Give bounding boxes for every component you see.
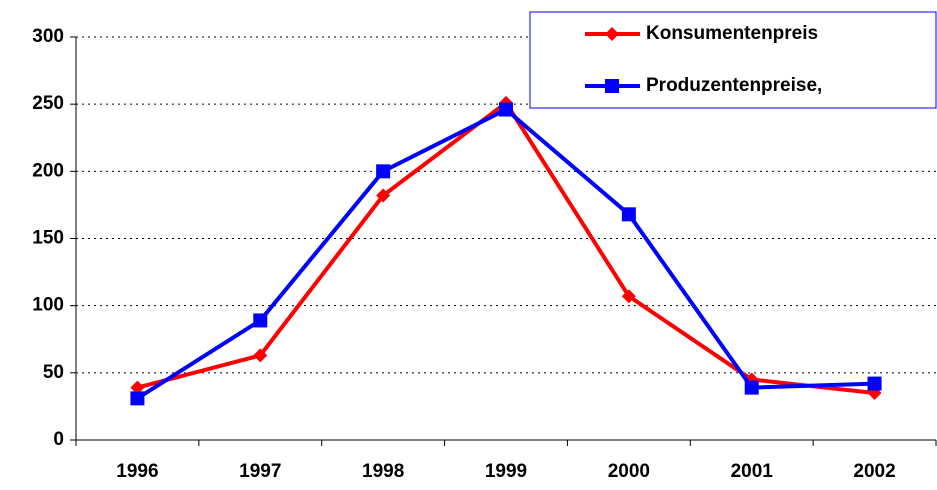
- x-tick-label: 2002: [853, 461, 895, 482]
- y-tick-label: 250: [32, 93, 64, 114]
- point: [867, 376, 882, 391]
- point: [130, 391, 145, 406]
- x-tick-label: 2001: [731, 461, 774, 482]
- x-tick-label: 1998: [362, 461, 404, 482]
- x-tick-label: 1999: [485, 461, 527, 482]
- point: [744, 380, 759, 395]
- x-tick-label: 1996: [116, 461, 158, 482]
- series-line: [136, 107, 875, 401]
- point: [376, 188, 391, 203]
- point: [499, 102, 513, 117]
- legend-marker: [605, 27, 619, 41]
- point: [621, 289, 636, 304]
- legend-label: Produzentenpreise,: [646, 75, 822, 96]
- y-tick-label: 0: [53, 429, 64, 450]
- point: [130, 380, 145, 395]
- point: [621, 207, 636, 222]
- y-tick-label: 50: [43, 362, 64, 383]
- point: [376, 164, 391, 179]
- y-tick-label: 100: [32, 295, 64, 316]
- point: [253, 348, 268, 363]
- y-tick-label: 300: [32, 26, 64, 47]
- point: [253, 313, 268, 328]
- legend: [529, 11, 937, 109]
- y-tick-label: 200: [32, 160, 64, 181]
- y-tick-label: 150: [32, 228, 64, 249]
- legend-marker: [605, 79, 619, 93]
- x-tick-label: 1997: [239, 461, 281, 482]
- series-line: [136, 100, 875, 395]
- legend-label: Konsumentenpreis: [646, 23, 818, 44]
- x-tick-label: 2000: [608, 461, 650, 482]
